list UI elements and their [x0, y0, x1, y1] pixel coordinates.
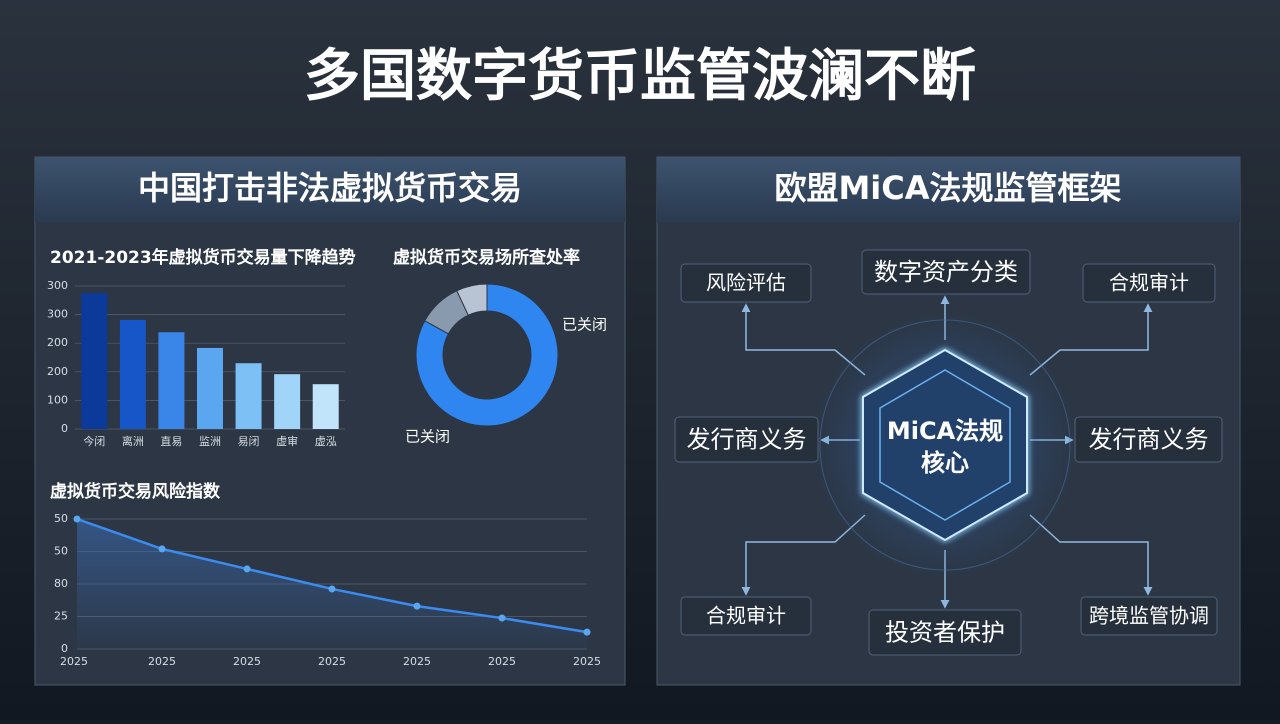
pie-slice — [456, 283, 488, 316]
line-point — [243, 565, 251, 573]
diagram-node-box — [674, 416, 819, 463]
x-tick-label: 虚泓 — [315, 434, 337, 448]
bar — [158, 332, 185, 429]
y-tick-label: 300 — [47, 279, 68, 292]
y-tick-label: 50 — [54, 512, 68, 525]
bar — [119, 319, 146, 429]
panel-title: 欧盟MiCA法规监管框架 — [774, 169, 1121, 207]
diagram-center: 核心 — [921, 449, 969, 477]
y-tick-label: 0 — [61, 422, 68, 435]
y-tick-label: 50 — [54, 545, 68, 558]
x-tick-label: 直易 — [160, 434, 182, 448]
diagram-core — [810, 310, 1080, 580]
x-tick-label: 2025 — [148, 655, 176, 668]
diagram-node-box — [680, 596, 812, 636]
panel-title: 中国打击非法虚拟货币交易 — [138, 169, 522, 207]
diagram-node: 数字资产分类 — [874, 258, 1018, 286]
diagram-node: 发行商义务 — [687, 426, 807, 454]
bar — [312, 384, 339, 429]
diagram-node-box — [1082, 263, 1216, 303]
line-point — [158, 545, 166, 553]
diagram-node: 发行商义务 — [1089, 426, 1209, 454]
line-point — [583, 628, 591, 636]
line-point — [328, 585, 336, 593]
x-tick-label: 离洲 — [122, 434, 144, 448]
x-tick-label: 今闭 — [83, 434, 105, 448]
line-area — [77, 519, 587, 649]
diagram-node: 合规审计 — [1109, 271, 1189, 295]
right-panel-header — [657, 157, 1240, 222]
bar — [81, 293, 108, 429]
left-panel-header — [35, 157, 625, 222]
diagram-node-box — [861, 249, 1031, 295]
diagram-node: 投资者保护 — [885, 619, 1005, 647]
slice-label: 已关闭 — [405, 428, 450, 446]
y-tick-label: 100 — [47, 393, 68, 406]
y-tick-label: 0 — [61, 642, 68, 655]
diagram-node-box — [1080, 596, 1218, 636]
diagram-node-box — [868, 609, 1022, 656]
x-tick-label: 2025 — [573, 655, 601, 668]
main-title: 多国数字货币监管波澜不断 — [304, 44, 976, 109]
y-tick-label: 300 — [47, 308, 68, 321]
line-point — [498, 614, 506, 622]
line-point — [413, 602, 421, 610]
y-tick-label: 200 — [47, 365, 68, 378]
diagram-center: MiCA法规 — [887, 417, 1003, 445]
line-point — [73, 515, 81, 523]
slice-label: 已关闭 — [562, 316, 607, 334]
diagram-node: 跨境监管协调 — [1089, 604, 1209, 628]
bar — [197, 347, 223, 429]
x-tick-label: 2025 — [403, 655, 431, 668]
diagram-node: 合规审计 — [706, 604, 786, 628]
x-tick-label: 虚审 — [276, 434, 298, 448]
pie-slice — [415, 283, 559, 427]
bar — [235, 363, 262, 429]
x-tick-label: 易闭 — [238, 435, 260, 448]
diagram-node-box — [680, 263, 812, 303]
x-tick-label: 2025 — [318, 655, 346, 668]
diagram-node: 风险评估 — [706, 271, 786, 295]
x-tick-label: 2025 — [233, 655, 261, 668]
chart-title: 虚拟货币交易风险指数 — [50, 481, 221, 502]
x-tick-label: 监洲 — [199, 435, 221, 448]
x-tick-label: 2025 — [488, 655, 516, 668]
bar — [274, 374, 301, 429]
x-tick-label: 2025 — [60, 655, 88, 668]
y-tick-label: 80 — [54, 577, 68, 590]
chart-title: 虚拟货币交易场所查处率 — [393, 247, 580, 268]
diagram-node-box — [1074, 416, 1223, 463]
y-tick-label: 200 — [47, 336, 68, 349]
y-tick-label: 25 — [54, 610, 68, 623]
chart-title: 2021-2023年虚拟货币交易量下降趋势 — [50, 247, 356, 268]
